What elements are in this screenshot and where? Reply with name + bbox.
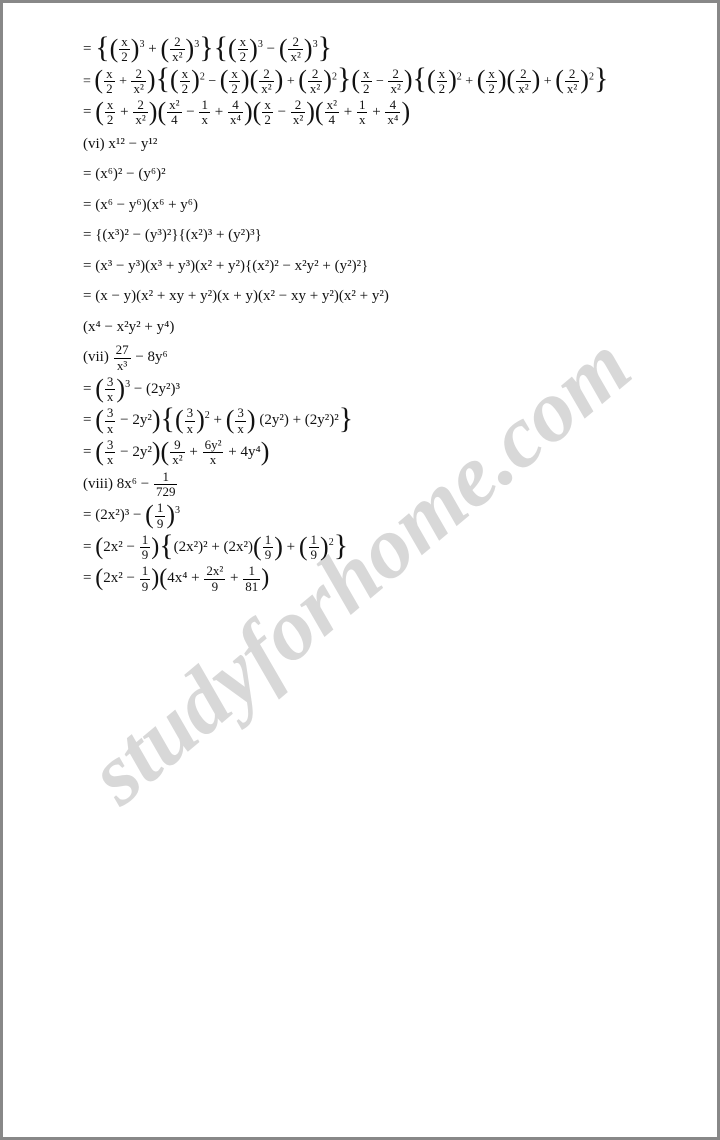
math-line-16: = (2x²)³ − (19)3 (83, 501, 683, 531)
problem-label-viii: (viii) 8x⁶ − 1729 (83, 470, 683, 500)
math-line-17: = (2x² − 19){(2x²)² + (2x²)(19) + (19)2} (83, 533, 683, 563)
math-line-3: = (x2 + 2x²)(x²4 − 1x + 4x⁴)(x2 − 2x²)(x… (83, 98, 683, 128)
problem-label-vii: (vii) 27x³ − 8y⁶ (83, 343, 683, 373)
math-line-10: (x⁴ − x²y² + y⁴) (83, 313, 683, 342)
math-line-9: = (x − y)(x² + xy + y²)(x + y)(x² − xy +… (83, 282, 683, 311)
math-line-5: = (x⁶)² − (y⁶)² (83, 160, 683, 189)
math-line-18: = (2x² − 19)(4x⁴ + 2x²9 + 181) (83, 564, 683, 594)
math-line-12: = (3x)3 − (2y²)³ (83, 375, 683, 405)
problem-label-vi: (vi) x¹² − y¹² (83, 130, 683, 159)
math-line-1: = {(x2)3 + (2x²)3}{(x2)3 − (2x²)3} (83, 35, 683, 65)
document-page: = {(x2)3 + (2x²)3}{(x2)3 − (2x²)3} = (x2… (3, 3, 717, 626)
math-line-8: = (x³ − y³)(x³ + y³)(x² + y²){(x²)² − x²… (83, 252, 683, 281)
math-line-6: = (x⁶ − y⁶)(x⁶ + y⁶) (83, 191, 683, 220)
math-content: = {(x2)3 + (2x²)3}{(x2)3 − (2x²)3} = (x2… (83, 35, 683, 594)
math-line-14: = (3x − 2y²)(9x² + 6y²x + 4y⁴) (83, 438, 683, 468)
math-line-7: = {(x³)² − (y³)²}{(x²)³ + (y²)³} (83, 221, 683, 250)
math-line-13: = (3x − 2y²){(3x)2 + (3x) (2y²) + (2y²)²… (83, 406, 683, 436)
math-line-2: = (x2 + 2x²){(x2)2 − (x2)(2x²) + (2x²)2}… (83, 67, 683, 97)
